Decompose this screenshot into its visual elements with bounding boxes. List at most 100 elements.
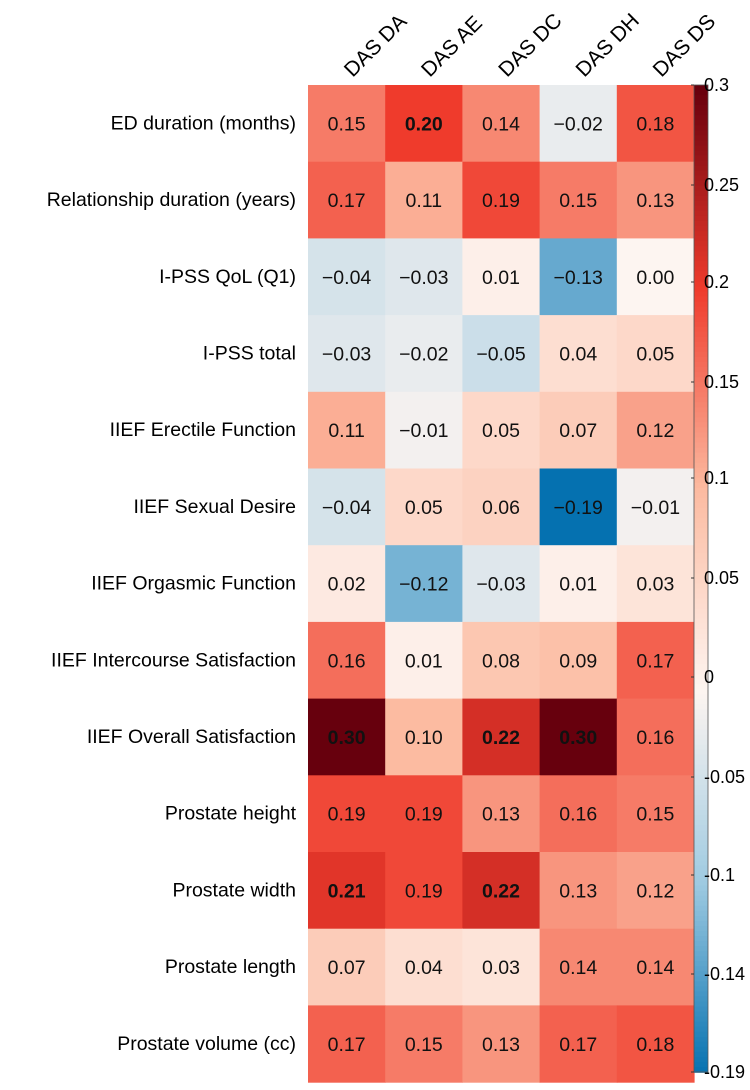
colorbar-slice	[694, 800, 708, 806]
cell-value-label: −0.01	[399, 420, 448, 442]
heatmap-cell	[462, 928, 541, 1006]
colorbar-slice	[694, 110, 708, 117]
colorbar-slice	[694, 1021, 708, 1028]
colorbar-slice	[694, 427, 708, 434]
colorbar-slice	[694, 392, 708, 399]
colorbar-slice	[694, 296, 708, 303]
colorbar-slice	[694, 341, 708, 348]
colorbar-slice	[694, 956, 708, 963]
colorbar-slice	[694, 140, 708, 147]
heatmap-cell	[616, 315, 695, 393]
colorbar-slice	[694, 367, 708, 373]
colorbar-slice	[694, 210, 708, 217]
cell-value-label: 0.09	[559, 650, 597, 672]
colorbar-slice	[694, 895, 708, 902]
colorbar-slice	[694, 90, 708, 96]
colorbar-slice	[694, 241, 708, 247]
colorbar-slice	[694, 936, 708, 942]
colorbar-slice	[694, 910, 708, 917]
heatmap-cell	[308, 928, 386, 1006]
heatmap-cell	[308, 775, 386, 853]
colorbar-slice	[694, 689, 708, 696]
cell-value-label: −0.02	[399, 343, 448, 365]
colorbar-slice	[694, 492, 708, 499]
colorbar-slice	[694, 346, 708, 353]
colorbar-slice	[694, 120, 708, 127]
colorbar-slice	[694, 452, 708, 459]
cell-value-label: −0.03	[399, 267, 448, 289]
colorbar-slice	[694, 306, 708, 313]
colorbar-slice	[694, 1006, 708, 1013]
colorbar-slice	[694, 105, 708, 111]
colorbar-slice	[694, 231, 708, 237]
colorbar-slice	[694, 744, 708, 751]
heatmap-cell	[462, 852, 541, 930]
cell-value-label: −0.03	[476, 574, 525, 596]
colorbar-slice	[694, 170, 708, 177]
colorbar-slice	[694, 180, 708, 187]
heatmap-cell	[539, 468, 618, 546]
colorbar-slice	[694, 759, 708, 766]
colorbar-slice	[694, 432, 708, 439]
colorbar-slice	[694, 885, 708, 892]
colorbar-tick-label: 0.25	[704, 175, 739, 195]
colorbar-slice	[694, 553, 708, 560]
colorbar-slice	[694, 865, 708, 872]
row-labels: ED duration (months) Relationship duratio…	[47, 112, 297, 1054]
heatmap-cell	[616, 698, 695, 776]
colorbar-slice	[694, 407, 708, 414]
colorbar-slice	[694, 613, 708, 620]
row-label: I-PSS QoL (Q1)	[159, 266, 296, 288]
cell-value-label: −0.19	[554, 497, 603, 519]
colorbar-slice	[694, 417, 708, 424]
colorbar-slice	[694, 734, 708, 741]
heatmap-cell	[616, 545, 695, 623]
heatmap-cells	[308, 85, 695, 1083]
row-label: Prostate volume (cc)	[117, 1033, 296, 1055]
colorbar-slice	[694, 397, 708, 404]
cell-value-label: 0.17	[328, 1034, 366, 1056]
heatmap-cell	[616, 775, 695, 853]
cell-value-label: 0.00	[636, 267, 674, 289]
colorbar-slice	[694, 457, 708, 464]
colorbar-slice	[694, 795, 708, 801]
colorbar-slice	[694, 200, 708, 207]
cell-value-label: −0.12	[399, 574, 448, 596]
cell-value-label: 0.11	[328, 420, 365, 442]
colorbar-slice	[694, 382, 708, 388]
colorbar-slice	[694, 256, 708, 263]
colorbar-slice	[694, 356, 708, 363]
colorbar-slice	[694, 593, 708, 600]
colorbar-slice	[694, 220, 708, 227]
heatmap-cell	[616, 391, 695, 470]
colorbar-slice	[694, 175, 708, 182]
colorbar-slice	[694, 1051, 708, 1058]
colorbar-slice	[694, 754, 708, 761]
heatmap-cell	[462, 775, 541, 853]
colorbar-slice	[694, 518, 708, 524]
heatmap-cell	[539, 928, 618, 1006]
colorbar-slice	[694, 1026, 708, 1033]
cell-value-label: 0.19	[405, 804, 443, 826]
cell-value-label: 0.15	[328, 113, 366, 135]
colorbar-slice	[694, 336, 708, 343]
colorbar-slice	[694, 125, 708, 132]
column-label: DAS AE	[417, 12, 487, 82]
colorbar-slice	[694, 1036, 708, 1043]
colorbar-tick-label: 0.2	[704, 272, 729, 292]
colorbar-slice	[694, 991, 708, 998]
heatmap-cell	[616, 621, 695, 700]
heatmap-cell	[539, 85, 618, 163]
cell-value-label: 0.01	[482, 267, 520, 289]
colorbar-slice	[694, 654, 708, 660]
heatmap-cell	[616, 852, 695, 930]
cell-value-label: 0.19	[328, 804, 366, 826]
heatmap-cell	[462, 391, 541, 470]
cell-value-label: 0.13	[636, 190, 674, 212]
colorbar-slice	[694, 966, 708, 973]
column-label: DAS DS	[649, 10, 721, 82]
heatmap-cell	[539, 238, 618, 316]
column-label: DAS DH	[571, 9, 643, 81]
heatmap-cell	[308, 238, 386, 316]
colorbar-slice	[694, 100, 708, 106]
